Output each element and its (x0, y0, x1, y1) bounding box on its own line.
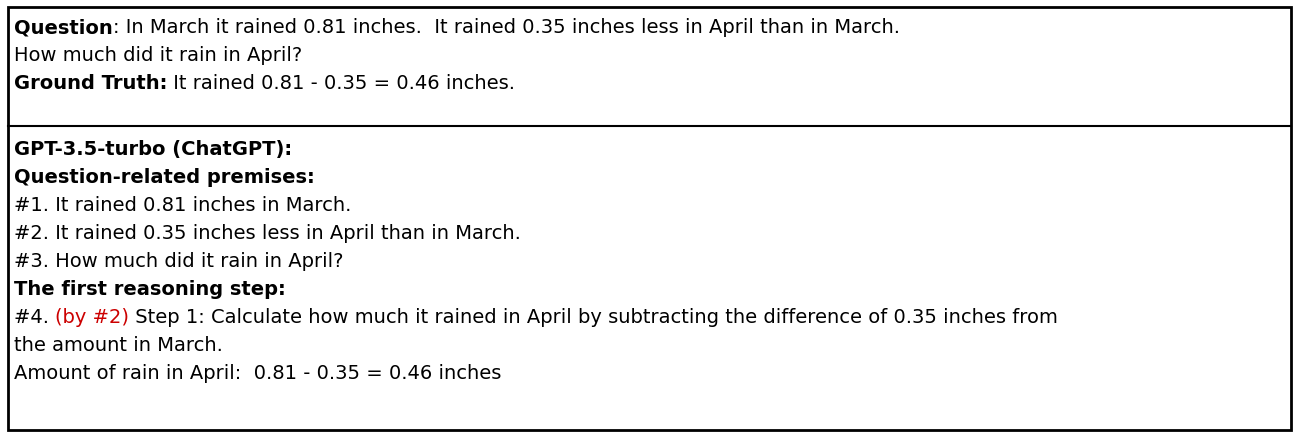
Text: Question: Question (14, 18, 113, 37)
Text: #2. It rained 0.35 inches less in April than in March.: #2. It rained 0.35 inches less in April … (14, 223, 521, 243)
Text: It rained 0.81 - 0.35 = 0.46 inches.: It rained 0.81 - 0.35 = 0.46 inches. (168, 74, 516, 93)
Text: Ground Truth:: Ground Truth: (14, 74, 168, 93)
Text: How much did it rain in April?: How much did it rain in April? (14, 46, 303, 65)
Text: Step 1: Calculate how much it rained in April by subtracting the difference of 0: Step 1: Calculate how much it rained in … (129, 307, 1059, 326)
Text: GPT-3.5-turbo (ChatGPT):: GPT-3.5-turbo (ChatGPT): (14, 140, 292, 159)
Text: the amount in March.: the amount in March. (14, 335, 223, 354)
Text: Amount of rain in April:  0.81 - 0.35 = 0.46 inches: Amount of rain in April: 0.81 - 0.35 = 0… (14, 363, 501, 382)
Text: The first reasoning step:: The first reasoning step: (14, 279, 286, 298)
Text: : In March it rained 0.81 inches.  It rained 0.35 inches less in April than in M: : In March it rained 0.81 inches. It rai… (113, 18, 900, 37)
Text: (by #2): (by #2) (56, 307, 129, 326)
Text: Question-related premises:: Question-related premises: (14, 168, 314, 187)
Text: #3. How much did it rain in April?: #3. How much did it rain in April? (14, 251, 343, 270)
Text: #4.: #4. (14, 307, 56, 326)
Text: #1. It rained 0.81 inches in March.: #1. It rained 0.81 inches in March. (14, 195, 351, 215)
